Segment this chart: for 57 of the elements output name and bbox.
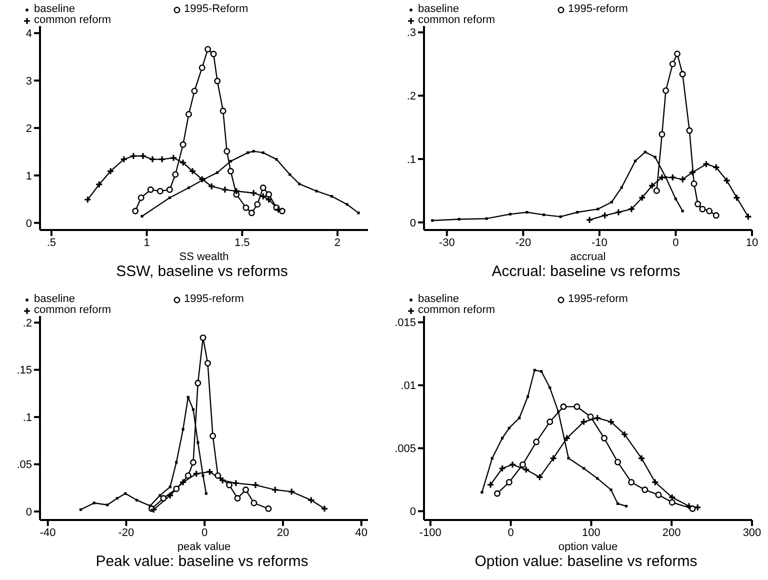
legend-label: 1995-reform — [568, 293, 628, 305]
y-tick-label: .2 — [22, 318, 32, 330]
x-tick-label: -20 — [118, 526, 134, 539]
x-tick-label: -40 — [40, 526, 56, 539]
x-tick-label: 100 — [582, 526, 600, 539]
legend-label: common reform — [34, 14, 112, 26]
legend-label: 1995-Reform — [184, 3, 248, 15]
legend-label: common reform — [34, 304, 112, 316]
legend-label: common reform — [418, 14, 496, 26]
x-tick-label: 0 — [202, 526, 208, 539]
y-tick-label: 2 — [26, 122, 32, 135]
y-tick-label: .3 — [406, 27, 416, 40]
x-axis-title: accrual — [570, 251, 606, 263]
x-tick-label: .5 — [46, 236, 56, 249]
y-tick-label: 0 — [410, 506, 416, 518]
legend-label: baseline — [418, 3, 459, 15]
x-tick-label: 200 — [662, 526, 681, 539]
y-tick-label: .1 — [22, 412, 32, 424]
x-tick-label: 1.5 — [234, 236, 250, 249]
y-tick-label: .1 — [406, 154, 416, 166]
x-axis-title: SS wealth — [179, 251, 229, 263]
legend-label: baseline — [34, 3, 75, 15]
y-tick-label: .005 — [394, 443, 416, 456]
x-axis-title: peak value — [177, 541, 231, 553]
x-axis-title: option value — [558, 541, 618, 553]
x-tick-label: 0 — [508, 526, 514, 539]
y-tick-label: 0 — [26, 506, 32, 518]
y-tick-label: .015 — [394, 317, 416, 330]
text: Option value: baseline vs reforms — [474, 552, 698, 572]
x-tick-label: -20 — [515, 236, 532, 249]
legend-label: baseline — [418, 293, 459, 305]
x-tick-label: 1 — [144, 236, 150, 249]
legend-label: baseline — [34, 293, 75, 305]
y-tick-label: .01 — [400, 380, 416, 392]
x-tick-label: 40 — [355, 526, 368, 539]
text: Accrual: baseline vs reforms — [490, 262, 682, 282]
x-tick-label: -30 — [438, 236, 455, 249]
legend-label: common reform — [418, 304, 496, 316]
y-tick-label: 0 — [410, 217, 416, 230]
text: SSW, baseline vs reforms — [115, 262, 289, 282]
x-tick-label: -100 — [419, 526, 442, 539]
x-tick-label: 300 — [742, 526, 762, 539]
y-tick-label: .15 — [16, 364, 32, 377]
y-tick-label: 1 — [26, 170, 32, 182]
x-tick-label: 10 — [746, 236, 758, 249]
legend-label: 1995-reform — [568, 3, 628, 15]
y-tick-label: .2 — [406, 90, 416, 103]
legend-label: 1995-reform — [184, 293, 244, 305]
x-tick-label: 0 — [672, 236, 679, 249]
y-tick-label: 0 — [26, 218, 32, 230]
x-tick-label: 20 — [276, 526, 290, 539]
y-tick-label: .05 — [16, 459, 32, 472]
text: Peak value: baseline vs reforms — [94, 552, 310, 572]
x-tick-label: 2 — [334, 236, 341, 249]
x-tick-label: -10 — [591, 236, 608, 249]
y-tick-label: 4 — [26, 28, 32, 40]
y-tick-label: 3 — [26, 75, 32, 88]
